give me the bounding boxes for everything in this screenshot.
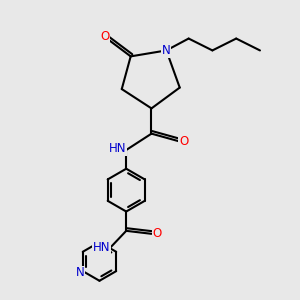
Text: O: O [100,30,110,43]
Text: HN: HN [93,241,110,254]
Text: N: N [76,266,85,279]
Text: N: N [162,44,171,57]
Text: HN: HN [109,142,127,155]
Text: O: O [152,227,161,240]
Text: O: O [179,135,188,148]
